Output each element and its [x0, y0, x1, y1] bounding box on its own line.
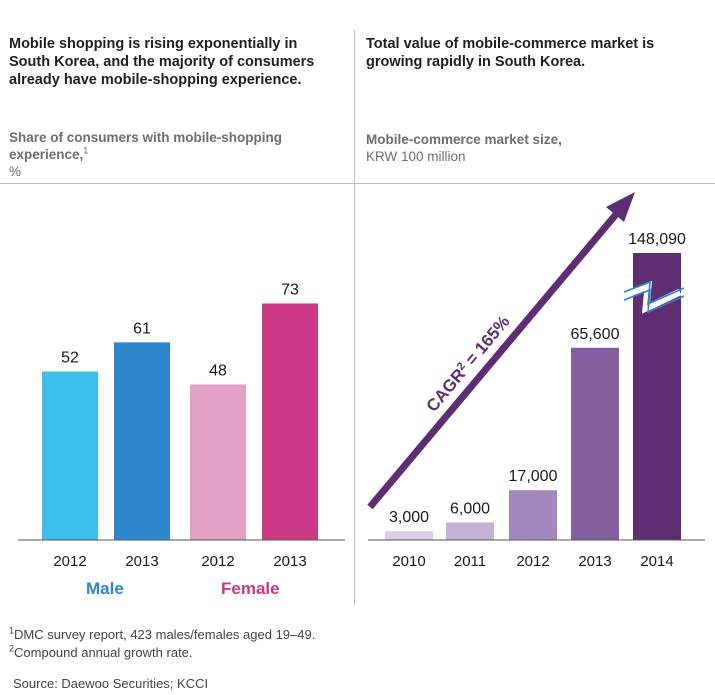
right-bar-2: [446, 522, 494, 540]
left-bar-2: [114, 342, 170, 540]
footnote-2-marker: 2: [9, 643, 15, 654]
right-x-tick-label: 2012: [516, 553, 549, 570]
right-bar-value-label: 17,000: [509, 468, 558, 485]
footnote-1-marker: 1: [9, 625, 15, 636]
right-chart-subtitle: Mobile-commerce market size, KRW 100 mil…: [366, 131, 696, 165]
right-bar-3: [509, 490, 557, 540]
left-x-tick-label: 2013: [125, 553, 158, 570]
right-bar-value-label: 6,000: [450, 500, 490, 517]
male-group-label: Male: [86, 579, 124, 598]
left-x-tick-label: 2012: [201, 553, 234, 570]
header-divider: [0, 183, 715, 184]
footnote-1-text: DMC survey report, 423 males/females age…: [14, 627, 316, 642]
left-bar-3: [190, 384, 246, 540]
right-x-tick-label: 2014: [640, 553, 673, 570]
left-bar-4: [262, 303, 318, 540]
axis-break-line-lower: [623, 288, 685, 314]
right-bar-value-label: 3,000: [389, 509, 429, 526]
right-x-tick-label: 2013: [578, 553, 611, 570]
left-bar-value-label: 61: [133, 320, 151, 337]
right-bar-4: [571, 347, 619, 540]
right-chart-unit: KRW 100 million: [366, 149, 466, 164]
axis-break-gap: [620, 280, 682, 314]
cagr-arrow-head: [606, 192, 635, 222]
right-panel-title: Total value of mobile-commerce market is…: [366, 36, 655, 70]
left-panel-title: Mobile shopping is rising exponentially …: [9, 36, 315, 88]
right-bar-1: [385, 531, 433, 540]
footnote-2-text: Compound annual growth rate.: [14, 645, 193, 660]
footnote-ref-1: 1: [83, 145, 89, 156]
left-x-tick-label: 2013: [273, 553, 306, 570]
left-bar-1: [42, 371, 98, 540]
left-chart-subtitle: Share of consumers with mobile-shopping …: [9, 129, 329, 180]
right-bar-value-label: 65,600: [571, 326, 620, 343]
source-note: Source: Daewoo Securities; KCCI: [13, 676, 209, 691]
left-bar-value-label: 52: [61, 350, 79, 367]
left-chart-metric: Share of consumers with mobile-shopping …: [9, 130, 283, 162]
footnote-2: 2Compound annual growth rate.: [9, 643, 193, 661]
female-group-label: Female: [221, 579, 280, 598]
right-x-tick-label: 2010: [392, 553, 425, 570]
left-bar-value-label: 48: [209, 362, 227, 379]
cagr-annotation: CAGR2 = 165%: [423, 312, 514, 415]
right-bar-value-label: 148,090: [628, 231, 686, 248]
left-chart-unit: %: [9, 164, 22, 179]
footnote-1: 1DMC survey report, 423 males/females ag…: [9, 625, 316, 643]
right-x-tick-label: 2011: [454, 553, 486, 570]
cagr-arrow-shaft: [367, 209, 621, 510]
left-bar-value-label: 73: [281, 281, 299, 298]
right-chart-metric: Mobile-commerce market size,: [366, 132, 562, 147]
left-x-tick-label: 2012: [53, 553, 86, 570]
panel-divider-vertical: [354, 30, 355, 605]
